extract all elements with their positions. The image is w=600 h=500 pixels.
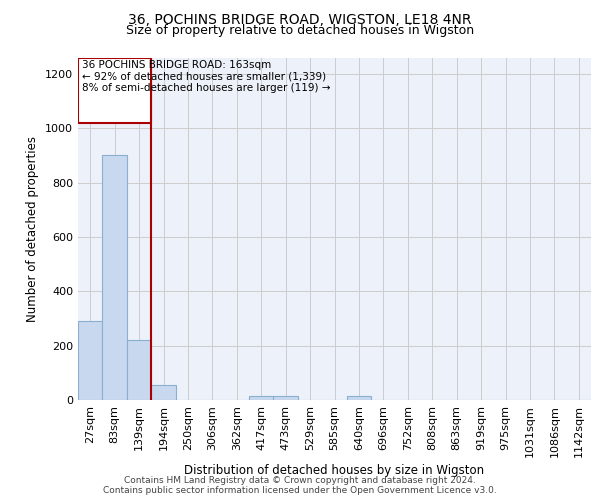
X-axis label: Distribution of detached houses by size in Wigston: Distribution of detached houses by size … [184,464,485,477]
Text: 36, POCHINS BRIDGE ROAD, WIGSTON, LE18 4NR: 36, POCHINS BRIDGE ROAD, WIGSTON, LE18 4… [128,12,472,26]
Bar [78,58,151,122]
Bar [347,396,371,400]
Bar [127,340,151,400]
Bar [151,385,176,400]
Y-axis label: Number of detached properties: Number of detached properties [26,136,40,322]
Bar [78,321,103,400]
Bar [274,396,298,400]
Text: Contains HM Land Registry data © Crown copyright and database right 2024.
Contai: Contains HM Land Registry data © Crown c… [103,476,497,495]
Bar [103,156,127,400]
Bar [249,396,274,400]
Text: Size of property relative to detached houses in Wigston: Size of property relative to detached ho… [126,24,474,37]
Text: 36 POCHINS BRIDGE ROAD: 163sqm
← 92% of detached houses are smaller (1,339)
8% o: 36 POCHINS BRIDGE ROAD: 163sqm ← 92% of … [82,60,330,93]
